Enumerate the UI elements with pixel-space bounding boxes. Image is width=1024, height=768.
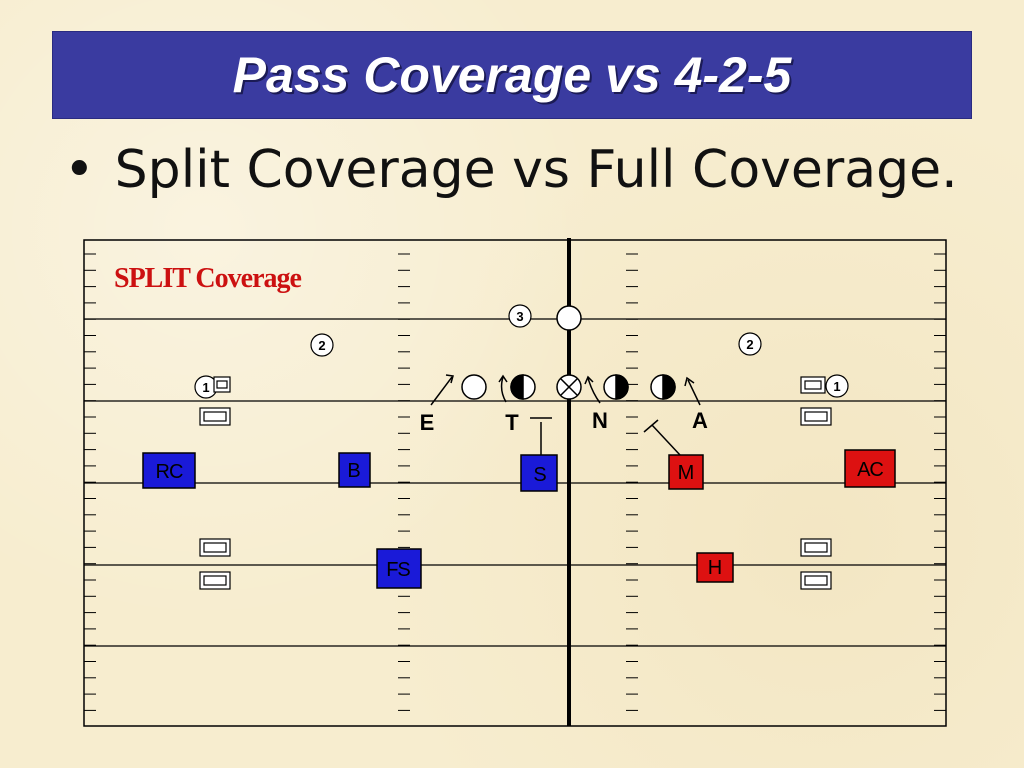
- zone-number: 1: [202, 380, 209, 395]
- slide-title: Pass Coverage vs 4-2-5: [232, 47, 792, 103]
- x-circle-icon: [556, 374, 582, 400]
- defender-fs: FS: [376, 548, 422, 589]
- block-line: [643, 419, 659, 433]
- assignment-line: [651, 424, 681, 456]
- arrowhead-icon: [684, 376, 695, 387]
- zone-number: 3: [516, 309, 523, 324]
- zone-number: 1: [833, 379, 840, 394]
- diagram-heading: SPLIT Coverage: [114, 263, 301, 294]
- zone-marker: 2: [310, 333, 334, 357]
- svg-text:RC: RC: [156, 461, 183, 483]
- title-bar: Pass Coverage vs 4-2-5: [52, 31, 972, 119]
- arrowhead-icon: [584, 375, 594, 385]
- defender-label-a: A: [692, 408, 708, 433]
- zone-marker: 1: [825, 374, 849, 398]
- arrow-icon: [500, 376, 507, 403]
- receiver-icon: [800, 376, 826, 394]
- bullet-item: • Split Coverage vs Full Coverage.: [64, 140, 958, 200]
- receiver-icon: [213, 376, 231, 393]
- svg-text:AC: AC: [857, 459, 883, 481]
- receiver-icon: [800, 571, 832, 590]
- svg-text:H: H: [708, 557, 722, 579]
- bullet-text: Split Coverage vs Full Coverage.: [114, 140, 958, 200]
- hash-marks: [84, 253, 946, 711]
- movement-lines: [430, 374, 701, 456]
- bullet-dot-icon: •: [64, 140, 95, 200]
- half-filled-circle-icon: [650, 374, 676, 400]
- svg-text:S: S: [533, 464, 546, 486]
- svg-text:M: M: [678, 462, 695, 484]
- receiver-icon: [800, 538, 832, 557]
- arrow-icon: [587, 377, 601, 404]
- arrow-icon: [430, 376, 453, 406]
- arrowhead-icon: [498, 374, 508, 383]
- zone-marker: 2: [738, 332, 762, 356]
- receiver-icons: [199, 376, 832, 590]
- arrowhead-icon: [445, 374, 454, 384]
- defender-h: H: [696, 552, 734, 583]
- zone-number: 2: [746, 337, 753, 352]
- svg-text:FS: FS: [386, 559, 410, 581]
- defender-ac: AC: [844, 449, 896, 488]
- receiver-icon: [199, 407, 231, 426]
- receiver-icon: [199, 538, 231, 557]
- defender-label-t: T: [505, 410, 519, 435]
- defender-rc: RC: [142, 452, 196, 489]
- arrow-icon: [687, 379, 701, 406]
- receiver-icon: [199, 571, 231, 590]
- half-filled-circle-icon: [510, 374, 536, 400]
- yard-lines: [84, 318, 946, 647]
- svg-text:B: B: [347, 460, 360, 482]
- defender-label-n: N: [592, 408, 608, 433]
- lineman-circle-icon: [461, 374, 487, 400]
- zone-number: 2: [318, 338, 325, 353]
- defender-m: M: [668, 454, 704, 490]
- offensive-line: [461, 305, 676, 400]
- half-filled-circle-icon: [603, 374, 629, 400]
- center-circle-icon: [556, 305, 582, 331]
- zone-marker: 3: [508, 304, 532, 328]
- receiver-icon: [800, 407, 832, 426]
- defender-b: B: [338, 452, 371, 488]
- defender-s: S: [520, 454, 558, 492]
- defender-label-e: E: [420, 410, 435, 435]
